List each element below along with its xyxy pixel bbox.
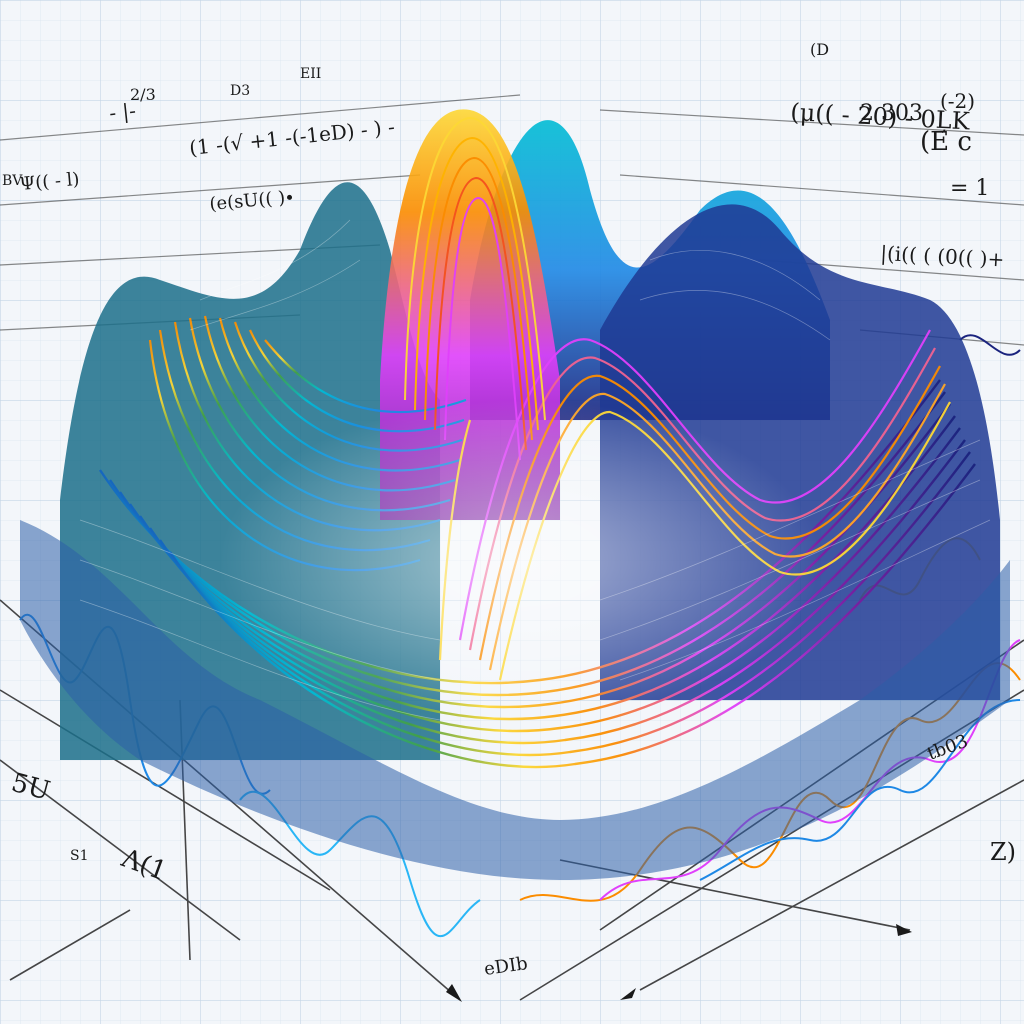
scribble-14: EII — [300, 66, 321, 82]
scribble-7: = 1 — [950, 176, 989, 201]
scribble-11: 2 303 — [860, 101, 923, 126]
base-sheet — [20, 520, 1010, 880]
scribble-5: (-2) — [940, 89, 975, 113]
scribble-20: BV — [2, 173, 23, 189]
contour-lines-peak — [404, 116, 546, 461]
scribble-13: D3 — [230, 83, 250, 99]
scribble-4: - |- — [108, 98, 137, 126]
scribble-16: S1 — [70, 848, 89, 864]
scribble-6: Ψ(( - l) — [19, 169, 81, 195]
scribble-9: (E c — [920, 127, 972, 157]
wave-surface — [20, 109, 1010, 880]
axis-arrowheads — [446, 924, 912, 1002]
scribble-10: 2/3 — [130, 85, 156, 104]
surface-glow — [220, 400, 820, 720]
scribble-18: Z) — [990, 838, 1016, 866]
scribble-21: (D — [810, 40, 829, 59]
